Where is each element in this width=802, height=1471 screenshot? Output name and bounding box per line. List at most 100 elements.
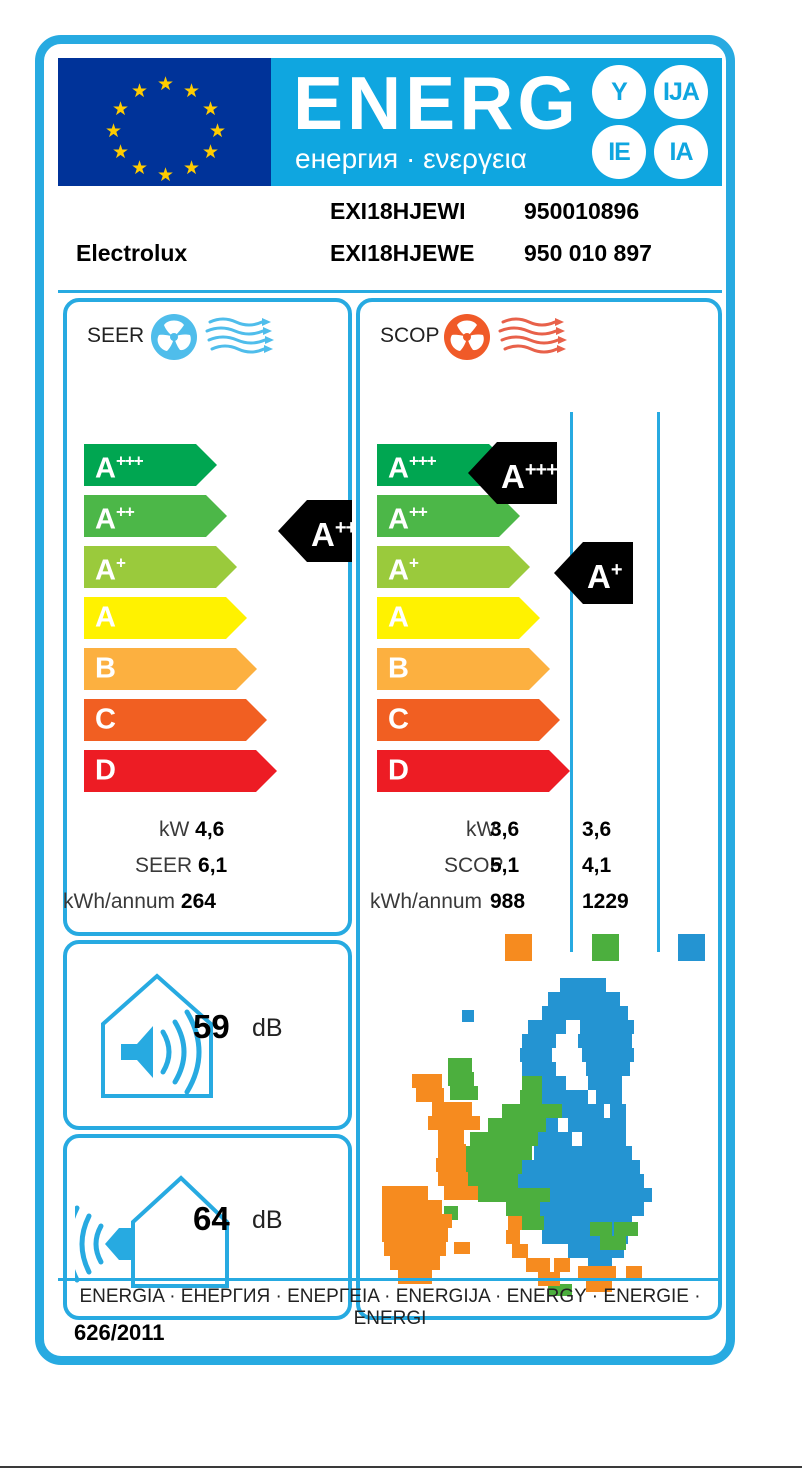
page-bottom-rule xyxy=(0,1466,802,1468)
heating-unit-scop: SCOP xyxy=(444,854,504,877)
eu-flag: ★ ★ ★ ★ ★ ★ ★ ★ ★ ★ ★ ★ xyxy=(58,58,271,186)
cooling-unit-kw: kW xyxy=(159,818,190,841)
class-bar-label: A+++ xyxy=(388,451,437,485)
model-code-bottom: EXI18HJEWE xyxy=(330,240,475,266)
heating-col1-kw: 3,6 xyxy=(490,818,520,841)
cooling-unit-kwh: kWh/annum xyxy=(63,890,176,913)
heating-col1-scop: 5,1 xyxy=(490,854,520,877)
class-bar: C xyxy=(377,699,560,741)
cooling-value-row: SEER 6,1 xyxy=(135,854,227,878)
eu-star: ★ xyxy=(131,81,149,102)
heating-unit-row: kW xyxy=(466,818,496,842)
seer-label: SEER xyxy=(87,324,145,347)
class-bar-label: A+ xyxy=(95,553,126,587)
indoor-noise-value: 59 xyxy=(193,1008,230,1045)
cooling-rating-arrow: A++ xyxy=(278,500,357,562)
class-bar: C xyxy=(84,699,267,741)
class-bar-label: B xyxy=(95,652,116,685)
energ-wordmark: ENERG xyxy=(293,61,580,145)
eu-star: ★ xyxy=(131,158,149,179)
header-divider xyxy=(58,290,722,293)
class-bar-label: C xyxy=(388,703,409,736)
heating-rating-arrow-col2: A+ xyxy=(554,542,633,604)
eu-star: ★ xyxy=(183,81,201,102)
climate-swatch-average xyxy=(592,934,619,961)
class-bar: B xyxy=(377,648,550,690)
indoor-noise-panel: 59 dB xyxy=(63,940,352,1130)
energ-subtitle: енергия · ενεργεια xyxy=(295,143,527,174)
energy-label-card: ★ ★ ★ ★ ★ ★ ★ ★ ★ ★ ★ ★ ENERG енергия · … xyxy=(35,35,735,1365)
class-bar: D xyxy=(84,750,277,792)
class-bar: D xyxy=(377,750,570,792)
heating-fan-icon xyxy=(440,313,615,366)
class-bar-label: B xyxy=(388,652,409,685)
heating-panel: SCOP xyxy=(356,298,722,1320)
identification-block: Electrolux EXI18HJEWI EXI18HJEWE 9500108… xyxy=(58,190,722,286)
heating-col2-kw: 3,6 xyxy=(582,818,612,841)
class-bar: A+ xyxy=(377,546,549,588)
class-bar: A xyxy=(84,597,256,639)
cooling-unit-seer: SEER xyxy=(135,854,193,877)
outdoor-noise-value: 64 xyxy=(193,1200,230,1237)
footer-languages: ENERGIA · ЕНЕРГИЯ · ΕΝΕΡΓΕΙΑ · ENERGIJA … xyxy=(79,1286,701,1329)
eu-star: ★ xyxy=(202,142,220,163)
class-bar-label: A++ xyxy=(95,502,135,536)
heating-rating-text-col1: A+++ xyxy=(501,457,558,495)
suffix-circle-3: IE xyxy=(592,125,646,179)
class-bar-label: C xyxy=(95,703,116,736)
class-bar: A+ xyxy=(84,546,256,588)
eu-star: ★ xyxy=(209,121,227,142)
product-number-bottom: 950 010 897 xyxy=(524,240,652,266)
climate-swatch-cold xyxy=(678,934,705,961)
class-bar-label: D xyxy=(95,754,116,787)
indoor-noise-unit: dB xyxy=(252,1014,283,1042)
product-number-top: 950010896 xyxy=(524,198,640,224)
cooling-class-scale: A+++ A++ A+ A B C D xyxy=(84,444,277,801)
class-bar: B xyxy=(84,648,257,690)
indoor-noise-icon xyxy=(91,966,221,1111)
outdoor-noise-icon xyxy=(65,1166,235,1301)
heating-unit-row: kWh/annum xyxy=(370,890,482,914)
heating-rating-text-col2: A+ xyxy=(587,557,623,595)
cooling-fan-icon xyxy=(147,313,322,366)
brand-name: Electrolux xyxy=(76,240,188,266)
heating-unit-kwh: kWh/annum xyxy=(370,890,483,913)
eu-star: ★ xyxy=(112,99,130,120)
class-bar-label: A xyxy=(388,601,409,634)
europe-climate-map xyxy=(382,970,702,1300)
eu-star: ★ xyxy=(157,74,175,95)
language-suffix-circles: Y IJA IE IA xyxy=(592,65,714,179)
class-bar-label: A xyxy=(95,601,116,634)
heating-unit-kw: kW xyxy=(466,818,497,841)
cooling-value-kwh: 264 xyxy=(180,890,216,913)
eu-star: ★ xyxy=(112,142,130,163)
column-separator-1 xyxy=(570,412,573,952)
cooling-rating-text: A++ xyxy=(311,515,357,553)
suffix-circle-2: IJA xyxy=(654,65,708,119)
class-bar: A+++ xyxy=(84,444,256,486)
heating-col2-kwh: 1229 xyxy=(582,890,629,913)
suffix-circle-1: Y xyxy=(592,65,646,119)
scop-label: SCOP xyxy=(380,324,440,347)
model-code-top: EXI18HJEWI xyxy=(330,198,466,224)
footer-regulation: 626/2011 xyxy=(74,1320,165,1345)
heating-rating-arrow-col1: A+++ xyxy=(468,442,558,504)
heating-col2-scop: 4,1 xyxy=(582,854,612,877)
eu-star: ★ xyxy=(202,99,220,120)
heating-col1-kwh: 988 xyxy=(490,890,526,913)
cooling-value-row: kWh/annum 264 xyxy=(63,890,216,914)
class-bar-label: D xyxy=(388,754,409,787)
footer-divider xyxy=(58,1278,722,1281)
cooling-value-row: kW 4,6 xyxy=(159,818,224,842)
suffix-circle-4: IA xyxy=(654,125,708,179)
eu-star: ★ xyxy=(183,158,201,179)
heating-unit-row: SCOP xyxy=(444,854,504,878)
label-header: ★ ★ ★ ★ ★ ★ ★ ★ ★ ★ ★ ★ ENERG енергия · … xyxy=(58,58,722,186)
cooling-value-seer: 6,1 xyxy=(198,854,228,877)
outdoor-noise-unit: dB xyxy=(252,1206,283,1234)
class-bar-label: A+ xyxy=(388,553,419,587)
class-bar: A++ xyxy=(84,495,256,537)
eu-star: ★ xyxy=(157,165,175,186)
outdoor-noise-panel: 64 dB xyxy=(63,1134,352,1320)
class-bar-label: A+++ xyxy=(95,451,144,485)
